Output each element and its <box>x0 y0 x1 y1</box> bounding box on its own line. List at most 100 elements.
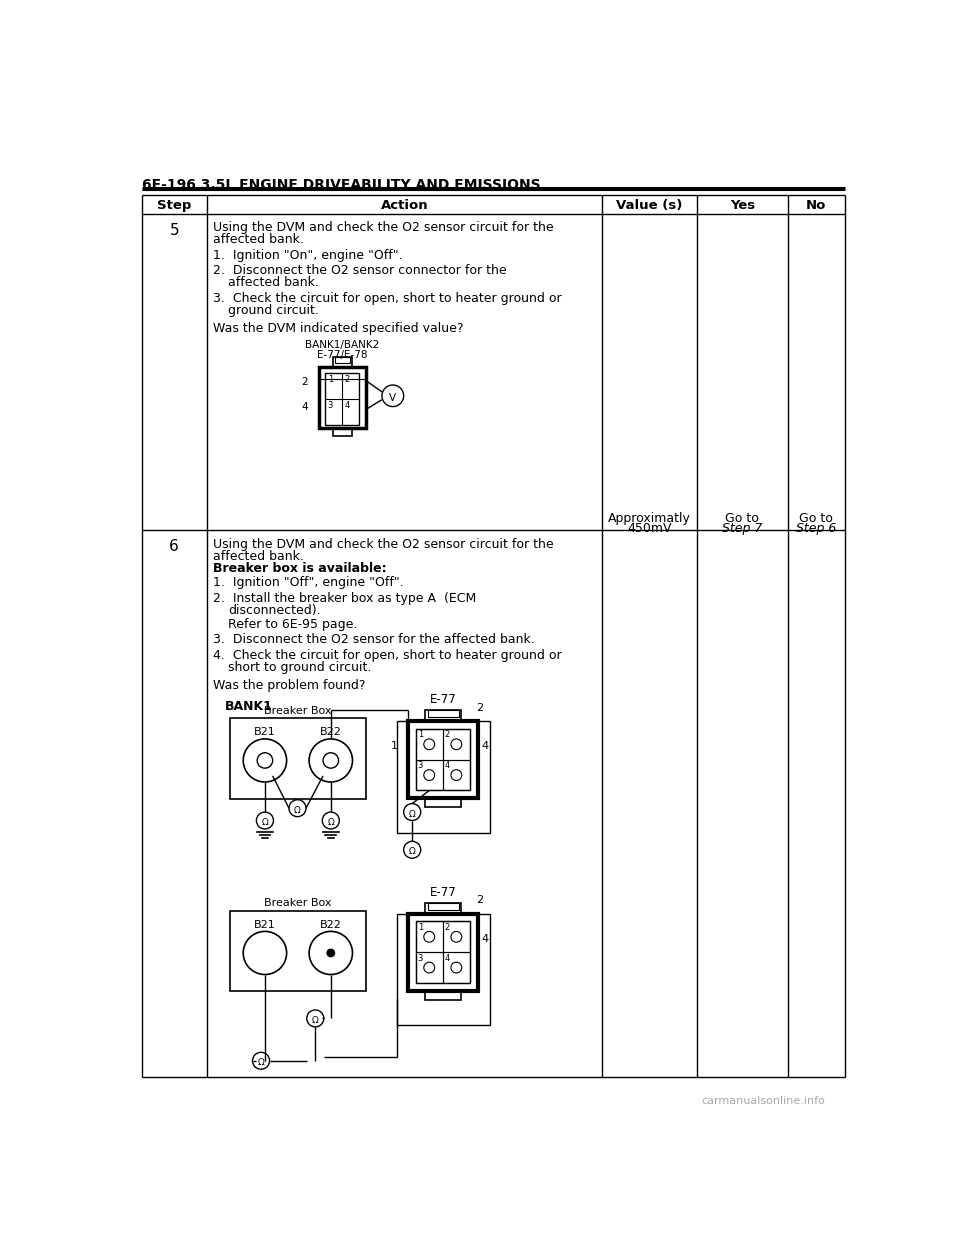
Text: B21: B21 <box>254 728 276 738</box>
Text: Step 7: Step 7 <box>722 522 762 535</box>
Text: B22: B22 <box>320 728 342 738</box>
Text: 6E-196 3.5L ENGINE DRIVEABILITY AND EMISSIONS: 6E-196 3.5L ENGINE DRIVEABILITY AND EMIS… <box>142 179 540 193</box>
Text: 2.  Install the breaker box as type A  (ECM: 2. Install the breaker box as type A (EC… <box>213 591 476 605</box>
Text: E-77: E-77 <box>430 693 457 707</box>
Bar <box>416 922 444 953</box>
Text: 1: 1 <box>418 923 422 932</box>
Circle shape <box>423 739 435 750</box>
Text: Ω: Ω <box>409 847 416 857</box>
Text: 1: 1 <box>418 730 422 739</box>
Text: 4: 4 <box>481 741 489 751</box>
Text: 2: 2 <box>476 703 484 713</box>
Circle shape <box>256 812 274 828</box>
Bar <box>408 722 478 799</box>
Text: 4: 4 <box>481 934 489 944</box>
Text: Step 6: Step 6 <box>796 522 836 535</box>
Circle shape <box>327 949 335 956</box>
Text: Value (s): Value (s) <box>616 199 683 212</box>
Bar <box>408 914 478 991</box>
Text: 1.  Ignition "Off", engine "Off".: 1. Ignition "Off", engine "Off". <box>213 576 404 589</box>
Circle shape <box>382 385 403 406</box>
Bar <box>396 914 490 1026</box>
Text: 4: 4 <box>345 401 350 410</box>
Bar <box>425 710 461 722</box>
Text: V: V <box>389 392 396 402</box>
Text: Ω: Ω <box>327 818 334 827</box>
Text: Ω: Ω <box>294 806 300 815</box>
Text: Ω: Ω <box>257 1058 264 1067</box>
Text: 2: 2 <box>301 376 308 386</box>
Text: short to ground circuit.: short to ground circuit. <box>228 661 372 674</box>
Circle shape <box>257 753 273 768</box>
Text: 3: 3 <box>418 954 423 963</box>
Text: affected bank.: affected bank. <box>213 233 304 246</box>
Bar <box>230 910 366 991</box>
Text: 2: 2 <box>444 730 450 739</box>
Text: 3: 3 <box>327 401 333 410</box>
Circle shape <box>252 1052 270 1069</box>
Text: Breaker box is available:: Breaker box is available: <box>213 561 387 575</box>
Text: disconnected).: disconnected). <box>228 604 322 616</box>
Text: 2.  Disconnect the O2 sensor connector for the: 2. Disconnect the O2 sensor connector fo… <box>213 265 507 277</box>
Text: Breaker Box: Breaker Box <box>264 705 331 715</box>
Circle shape <box>423 932 435 943</box>
Text: Go to: Go to <box>799 512 833 524</box>
Text: 1.  Ignition "On", engine "Off".: 1. Ignition "On", engine "Off". <box>213 248 402 262</box>
Circle shape <box>309 739 352 782</box>
Text: 1: 1 <box>327 375 333 384</box>
Circle shape <box>451 932 462 943</box>
Text: E-77: E-77 <box>430 886 457 899</box>
Text: 2: 2 <box>345 375 350 384</box>
Circle shape <box>403 841 420 858</box>
Text: Was the problem found?: Was the problem found? <box>213 678 366 692</box>
Text: 2: 2 <box>444 923 450 932</box>
Bar <box>427 710 459 718</box>
Circle shape <box>423 770 435 780</box>
Bar <box>425 991 461 1000</box>
Bar <box>425 799 461 807</box>
Bar <box>444 922 470 953</box>
Text: 1: 1 <box>391 741 397 751</box>
Circle shape <box>451 739 462 750</box>
Text: affected bank.: affected bank. <box>228 276 320 289</box>
Circle shape <box>289 800 306 817</box>
Bar <box>325 373 359 425</box>
Circle shape <box>309 932 352 975</box>
Text: 450mV: 450mV <box>627 522 672 535</box>
Text: carmanualsonline.info: carmanualsonline.info <box>701 1097 826 1107</box>
Bar <box>427 903 459 910</box>
Text: B21: B21 <box>254 920 276 930</box>
Circle shape <box>403 804 420 821</box>
Bar <box>425 903 461 914</box>
Text: Refer to 6E-95 page.: Refer to 6E-95 page. <box>228 617 358 631</box>
Text: BANK1/BANK2: BANK1/BANK2 <box>305 339 379 349</box>
Circle shape <box>323 812 339 828</box>
Bar <box>319 366 366 428</box>
Text: Using the DVM and check the O2 sensor circuit for the: Using the DVM and check the O2 sensor ci… <box>213 221 554 235</box>
Circle shape <box>243 932 287 975</box>
Bar <box>333 428 351 436</box>
Text: B22: B22 <box>320 920 342 930</box>
Text: 6: 6 <box>169 539 180 554</box>
Bar <box>444 953 470 982</box>
Text: affected bank.: affected bank. <box>213 550 304 563</box>
Circle shape <box>451 770 462 780</box>
Text: 4.  Check the circuit for open, short to heater ground or: 4. Check the circuit for open, short to … <box>213 648 562 662</box>
Circle shape <box>243 739 287 782</box>
Bar <box>333 358 351 366</box>
Circle shape <box>324 753 339 768</box>
Text: 3: 3 <box>418 761 423 770</box>
Bar <box>396 722 490 833</box>
Bar <box>230 718 366 799</box>
Bar <box>416 953 444 982</box>
Text: 4: 4 <box>444 761 450 770</box>
Text: 5: 5 <box>169 224 180 238</box>
Bar <box>444 760 470 790</box>
Bar <box>444 729 470 760</box>
Text: E-77/E-78: E-77/E-78 <box>317 349 368 360</box>
Text: BANK1: BANK1 <box>225 700 273 713</box>
Text: 4: 4 <box>301 402 308 412</box>
Text: Approximatly: Approximatly <box>608 512 691 524</box>
Text: No: No <box>805 199 827 212</box>
Bar <box>416 760 444 790</box>
